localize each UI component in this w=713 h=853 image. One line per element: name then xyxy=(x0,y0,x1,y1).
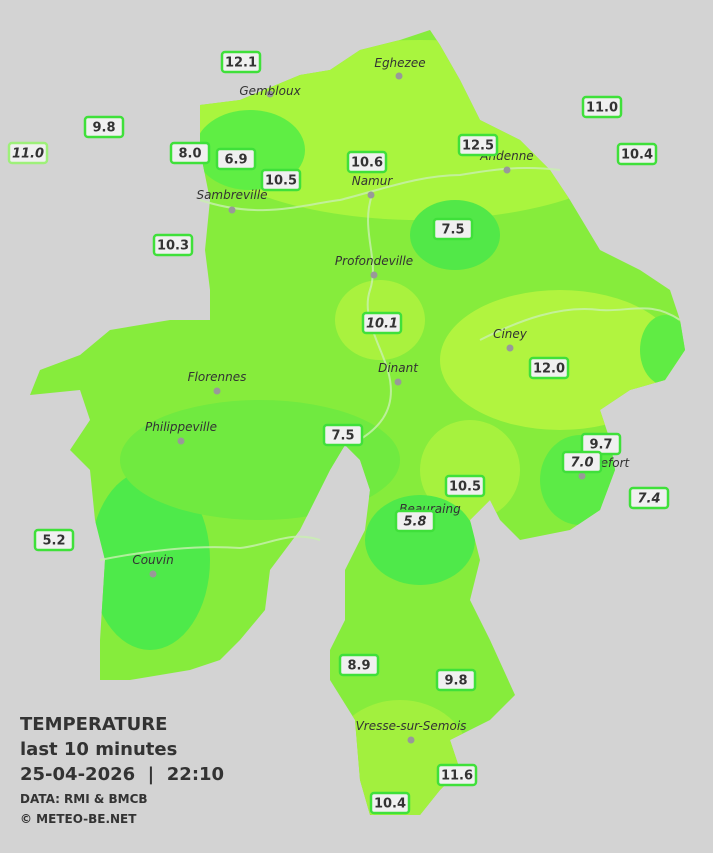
station-value: 9.8 xyxy=(444,674,467,689)
station-value: 10.6 xyxy=(351,156,383,171)
station-box xyxy=(7,141,49,165)
station-box xyxy=(322,423,364,447)
city-dot xyxy=(177,437,185,445)
station-value: 11.0 xyxy=(12,147,44,162)
station-value: 8.0 xyxy=(178,147,201,162)
station-value: 12.5 xyxy=(462,139,494,154)
station-box xyxy=(436,763,478,787)
station-value: 9.8 xyxy=(92,121,115,136)
station-box xyxy=(457,133,499,157)
station-box xyxy=(152,233,194,257)
city-label: Vresse-sur-Semois xyxy=(356,719,467,733)
station-value: 10.5 xyxy=(265,174,297,189)
station-box xyxy=(346,150,388,174)
city-label: Profondeville xyxy=(335,254,413,268)
station-box xyxy=(260,168,302,192)
station-value: 10.4 xyxy=(374,797,406,812)
station-value: 6.9 xyxy=(224,153,247,168)
station-value: 7.5 xyxy=(331,429,354,444)
caption-datetime: 25-04-2026 | 22:10 xyxy=(20,764,224,785)
station-box xyxy=(220,50,262,74)
station-box xyxy=(581,95,623,119)
caption-title: TEMPERATURE xyxy=(20,714,167,735)
station-box xyxy=(444,474,486,498)
station-value: 10.4 xyxy=(621,148,653,163)
station-value: 10.3 xyxy=(157,239,189,254)
station-box xyxy=(561,450,603,474)
station-box xyxy=(628,486,670,510)
station-value: 7.5 xyxy=(441,223,464,238)
station-value: 8.9 xyxy=(347,659,370,674)
station-box xyxy=(338,653,380,677)
station-value: 9.7 xyxy=(589,438,612,453)
station-value: 7.4 xyxy=(637,492,660,507)
city-dot xyxy=(149,570,157,578)
station-box xyxy=(432,217,474,241)
city-dot xyxy=(213,387,221,395)
station-box xyxy=(83,115,125,139)
station-box xyxy=(528,356,570,380)
city-label: Namur xyxy=(352,174,394,188)
city-label: Eghezee xyxy=(374,56,425,70)
city-dot xyxy=(407,736,415,744)
caption-subtitle: last 10 minutes xyxy=(20,739,177,760)
station-value: 10.1 xyxy=(366,317,398,332)
city-label: Gembloux xyxy=(239,84,301,98)
station-value: 5.8 xyxy=(403,515,426,530)
city-dot xyxy=(506,344,514,352)
station-value: 12.1 xyxy=(225,56,257,71)
station-value: 11.0 xyxy=(586,101,618,116)
city-label: Philippeville xyxy=(145,420,217,434)
station-box xyxy=(394,509,436,533)
station-box xyxy=(369,791,411,815)
city-label: Dinant xyxy=(378,361,419,375)
station-box xyxy=(215,147,257,171)
city-dot xyxy=(228,206,236,214)
caption-credit: © METEO-BE.NET xyxy=(20,812,137,826)
caption: TEMPERATURE last 10 minutes 25-04-2026 |… xyxy=(20,714,224,826)
city-label: Sambreville xyxy=(196,188,267,202)
station-value: 11.6 xyxy=(441,769,473,784)
city-dot xyxy=(266,90,274,98)
caption-source: DATA: RMI & BMCB xyxy=(20,792,148,806)
city-dot xyxy=(394,378,402,386)
city-dot xyxy=(367,191,375,199)
city-dot xyxy=(578,472,586,480)
city-label: Couvin xyxy=(132,553,173,567)
station-box xyxy=(435,668,477,692)
station-box xyxy=(616,142,658,166)
city-dot xyxy=(503,166,511,174)
city-dot xyxy=(395,72,403,80)
city-label: Florennes xyxy=(188,370,247,384)
city-dot xyxy=(370,271,378,279)
station-value: 12.0 xyxy=(533,362,565,377)
station-value: 5.2 xyxy=(42,534,65,549)
city-label: Ciney xyxy=(493,327,528,341)
station-value: 10.5 xyxy=(449,480,481,495)
station-value: 7.0 xyxy=(570,456,593,471)
station-box xyxy=(361,311,403,335)
station-box xyxy=(169,141,211,165)
station-box xyxy=(33,528,75,552)
